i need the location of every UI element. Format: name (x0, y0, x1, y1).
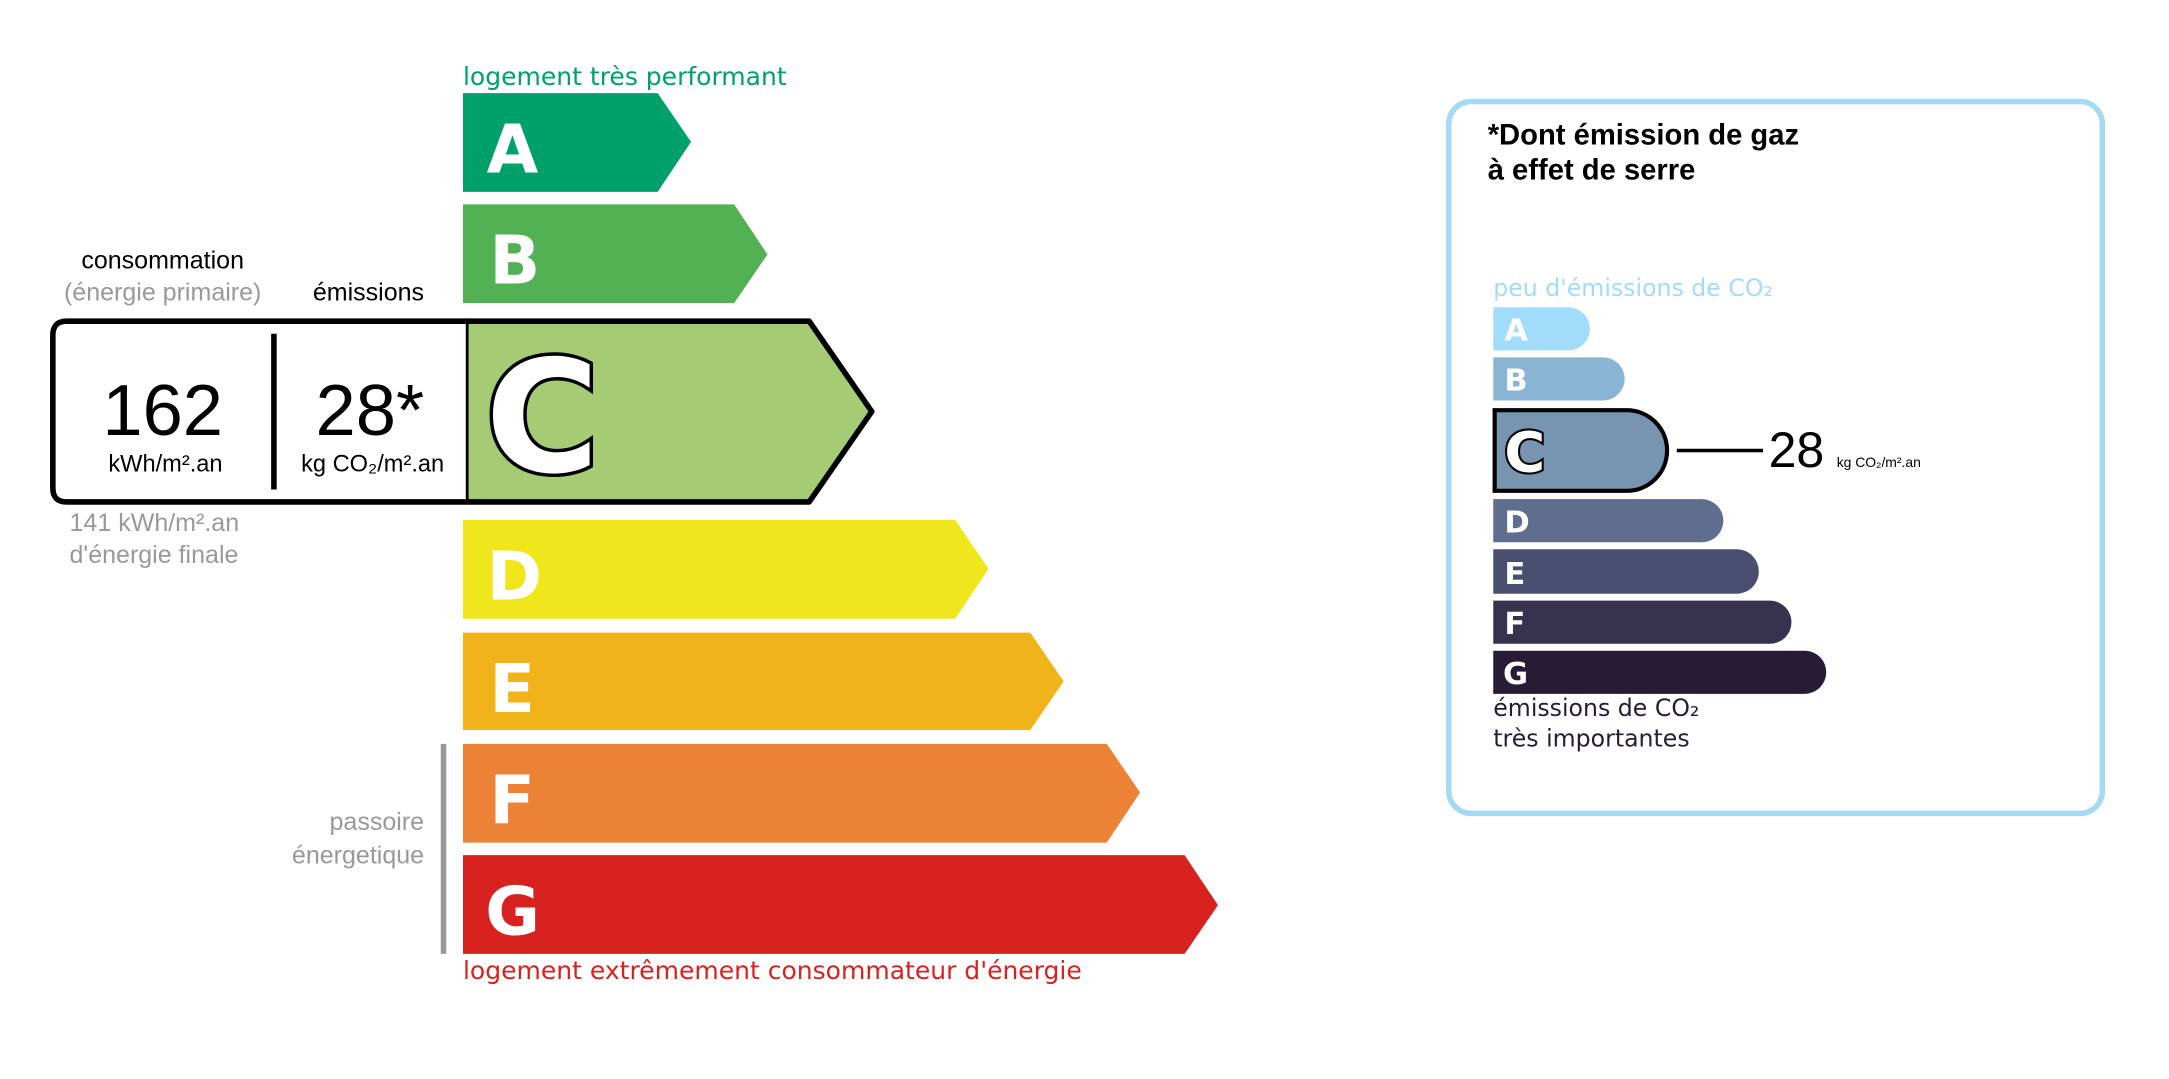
ghg-bar-c (1492, 408, 1670, 493)
emissions-unit: kg CO₂/m².an (301, 451, 444, 477)
bottom-label: logement extrêmement consommateur d'éner… (463, 956, 1082, 985)
passoire-line1: passoire (330, 808, 425, 836)
ghg-letter-f: F (1504, 607, 1525, 642)
bar-e (462, 632, 1064, 730)
passoire-line2: énergetique (292, 841, 424, 869)
ghg-panel: *Dont émission de gaz à effet de serre p… (1446, 98, 2106, 817)
ghg-class-a: A (1493, 307, 1590, 351)
emissions-heading: émissions (313, 278, 424, 306)
letter-g: G (485, 872, 540, 950)
value-box (50, 318, 466, 505)
ghg-letter-d: D (1504, 506, 1529, 541)
ghg-letter-c: C (1504, 420, 1545, 485)
ghg-class-c-current: C (1492, 408, 1670, 493)
ghg-bar-g (1493, 650, 1827, 694)
energy-class-f: F (462, 743, 1141, 843)
bar-a (462, 93, 692, 192)
energy-class-e: E (462, 632, 1064, 730)
letter-c: C (485, 326, 599, 508)
consumption-value: 162 (102, 371, 223, 451)
top-label: logement très performant (463, 62, 787, 91)
emissions-value: 28* (316, 371, 425, 451)
ghg-class-f: F (1493, 600, 1792, 644)
bar-f (462, 743, 1141, 843)
consumption-subheading: (énergie primaire) (64, 278, 261, 306)
ghg-bar-d (1493, 499, 1724, 543)
bar-g (462, 855, 1218, 954)
consumption-unit: kWh/m².an (108, 451, 222, 477)
ghg-bar-e (1493, 549, 1759, 594)
final-energy-label: d'énergie finale (70, 541, 239, 569)
letter-b: B (489, 222, 540, 300)
ghg-unit: kg CO₂/m².an (1837, 454, 1921, 470)
letter-d: D (487, 537, 542, 615)
ghg-class-e: E (1493, 549, 1759, 594)
letter-e: E (489, 650, 535, 728)
energy-class-d: D (462, 520, 989, 619)
ghg-bar-f (1493, 600, 1792, 644)
ghg-bar-b (1493, 357, 1625, 401)
energy-class-c-current: C 162 kWh/m².an 28* kg CO₂/m².an (50, 318, 875, 512)
energy-class-a: A (462, 93, 692, 192)
ghg-class-b: B (1493, 357, 1625, 401)
ghg-value: 28 (1769, 422, 1825, 478)
bar-b (462, 204, 768, 304)
ghg-title-line1: *Dont émission de gaz (1488, 120, 1799, 152)
ghg-letter-e: E (1504, 557, 1525, 592)
energy-class-g: G (462, 855, 1218, 954)
ghg-letter-b: B (1504, 364, 1527, 399)
ghg-letter-a: A (1504, 314, 1528, 349)
ghg-class-d: D (1493, 499, 1724, 543)
letter-a: A (487, 110, 539, 188)
ghg-bottom-label-line1: émissions de CO₂ (1493, 694, 1699, 722)
final-energy-value: 141 kWh/m².an (70, 509, 240, 537)
ghg-bar-a (1493, 307, 1590, 351)
consumption-heading: consommation (81, 246, 244, 274)
bar-d (462, 520, 989, 619)
ghg-top-label: peu d'émissions de CO₂ (1493, 274, 1773, 302)
ghg-title-line2: à effet de serre (1488, 154, 1696, 186)
ghg-bottom-label-line2: très importantes (1493, 725, 1689, 753)
ghg-letter-g: G (1503, 657, 1528, 692)
energy-class-b: B (462, 204, 768, 304)
ghg-class-g: G (1493, 650, 1827, 694)
letter-f: F (489, 761, 535, 839)
